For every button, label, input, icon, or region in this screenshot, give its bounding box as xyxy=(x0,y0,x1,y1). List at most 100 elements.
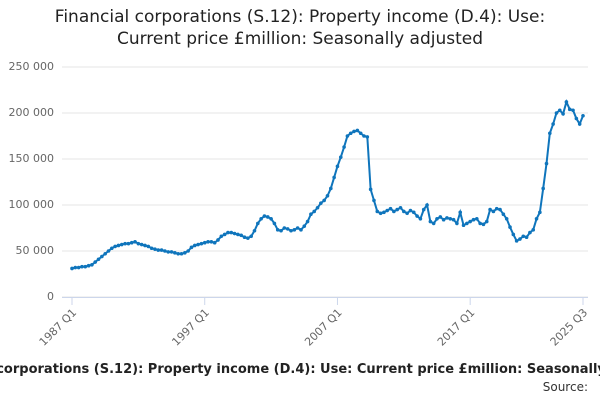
point xyxy=(408,208,413,213)
point xyxy=(345,134,350,138)
point xyxy=(139,242,144,247)
point xyxy=(348,131,353,136)
point xyxy=(501,212,506,216)
point xyxy=(212,240,217,245)
point xyxy=(551,122,555,126)
point xyxy=(362,134,366,138)
point xyxy=(186,249,190,253)
point xyxy=(508,225,512,229)
point xyxy=(269,217,273,221)
point xyxy=(275,228,280,232)
point xyxy=(544,161,549,166)
point xyxy=(332,175,336,180)
point xyxy=(475,217,479,221)
point xyxy=(265,215,270,219)
point xyxy=(402,209,406,214)
point xyxy=(312,209,317,214)
y-tick-label: 250 000 xyxy=(9,60,55,73)
footer-title: Financial corporations (S.12): Property … xyxy=(0,362,600,377)
point xyxy=(368,187,373,192)
line xyxy=(71,99,584,270)
y-tick-label: 150 000 xyxy=(9,152,55,165)
point xyxy=(249,234,253,239)
point xyxy=(169,250,174,254)
point xyxy=(554,111,559,115)
point xyxy=(289,228,293,233)
point xyxy=(93,260,98,264)
y-tick-label: 100 000 xyxy=(9,198,55,211)
point xyxy=(153,247,157,251)
point xyxy=(421,207,426,212)
point xyxy=(272,221,277,226)
point xyxy=(285,227,290,231)
point xyxy=(163,249,167,253)
point xyxy=(119,242,124,247)
point xyxy=(216,238,220,242)
point xyxy=(478,221,482,226)
point xyxy=(405,211,409,216)
y-tick-label: 200 000 xyxy=(9,106,55,119)
point xyxy=(481,222,486,227)
point xyxy=(329,186,333,191)
point xyxy=(192,243,197,248)
point xyxy=(411,210,416,215)
point xyxy=(80,264,84,269)
point xyxy=(199,241,204,246)
point xyxy=(262,214,267,218)
point xyxy=(226,230,230,235)
point xyxy=(126,241,131,246)
point xyxy=(428,219,433,224)
point xyxy=(136,241,141,246)
point xyxy=(385,208,390,213)
point xyxy=(567,107,572,112)
point xyxy=(315,205,320,210)
point xyxy=(445,216,449,220)
point xyxy=(338,155,343,159)
point xyxy=(514,239,519,243)
point xyxy=(106,249,111,253)
point xyxy=(83,264,88,269)
point xyxy=(282,226,287,230)
point xyxy=(222,232,227,237)
point xyxy=(123,241,127,246)
chart-title: Financial corporations (S.12): Property … xyxy=(54,7,546,49)
point xyxy=(103,251,107,256)
point xyxy=(116,243,121,248)
point xyxy=(133,240,137,244)
point xyxy=(279,228,283,233)
x-tick-label: 2007 Q1 xyxy=(302,306,345,349)
point xyxy=(358,131,363,136)
point xyxy=(541,186,545,191)
point xyxy=(415,214,419,218)
point xyxy=(305,219,310,224)
point xyxy=(232,231,237,236)
y-tick-label: 50 000 xyxy=(16,244,55,257)
point xyxy=(219,234,224,239)
point xyxy=(468,219,472,224)
x-tick-label: 2025 Q3 xyxy=(548,306,591,349)
point xyxy=(209,240,214,244)
point xyxy=(425,203,429,207)
point xyxy=(342,145,346,149)
point xyxy=(295,226,300,230)
point xyxy=(90,263,94,267)
point xyxy=(156,248,161,252)
point xyxy=(491,209,496,214)
point xyxy=(166,250,171,254)
point xyxy=(319,201,323,205)
y-tick-label: 0 xyxy=(47,290,54,303)
point xyxy=(518,237,522,241)
point xyxy=(372,198,376,203)
point xyxy=(461,223,466,228)
source-label: Source: xyxy=(542,380,588,394)
point xyxy=(229,230,234,235)
point xyxy=(398,205,403,210)
point xyxy=(70,266,74,271)
point xyxy=(202,240,207,245)
point xyxy=(206,240,210,244)
point xyxy=(176,251,180,256)
point xyxy=(534,217,539,221)
point xyxy=(159,248,164,252)
